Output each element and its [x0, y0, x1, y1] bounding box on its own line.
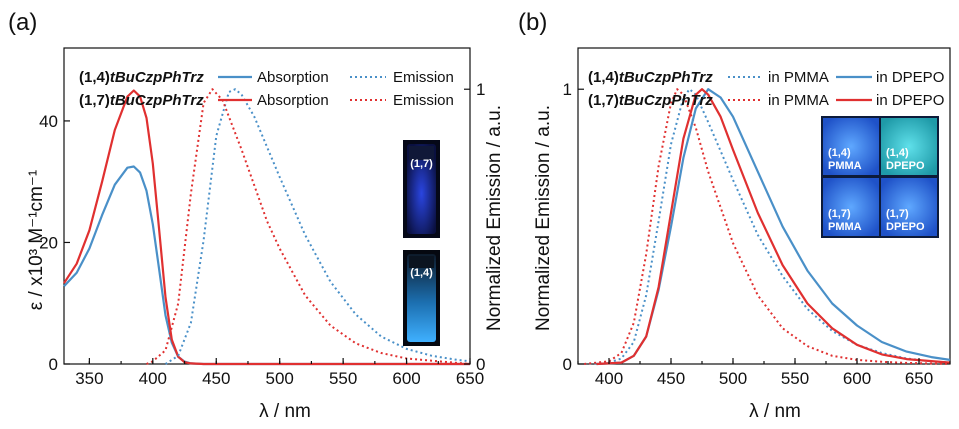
svg-text:(1,4)tBuCzpPhTrz: (1,4)tBuCzpPhTrz [588, 69, 713, 86]
film-label-14-pmma-host: PMMA [828, 160, 862, 172]
panel-b-x-tick-label: 500 [719, 369, 747, 388]
panel-a-y-tick-label-left: 40 [39, 112, 58, 131]
panel-a-x-tick-label: 350 [75, 369, 103, 388]
film-photo-17-pmma: (1,7) PMMA [823, 178, 879, 236]
legend-entry-a-17: (1,7)tBuCzpPhTrz Absorption Emission [79, 92, 454, 109]
legend-label-a-17-emission: Emission [393, 92, 454, 109]
panel-a-y-tick-label-right: 1 [476, 80, 485, 99]
legend-label-a-17-absorption: Absorption [257, 92, 329, 109]
film-label-17-dpepo-host: DPEPO [886, 221, 925, 233]
film-label-17-dpepo: (1,7) [886, 208, 909, 220]
legend-compound-prefix: (1,7) [79, 92, 110, 109]
panel-b-series-3-line [596, 88, 951, 366]
panel-a-x-tick-label: 400 [139, 369, 167, 388]
legend-label-a-14-absorption: Absorption [257, 69, 329, 86]
vial-photo-17: (1,7) [403, 140, 440, 238]
panel-a-y-tick-label-right: 0 [476, 355, 485, 374]
panel-a-x-tick-label: 650 [456, 369, 484, 388]
panel-b-x-tick-label: 650 [905, 369, 933, 388]
panel-b-ticks: 400 450 500 550 600 650 0 1 [563, 80, 951, 388]
legend-compound-prefix: (1,7) [588, 92, 619, 109]
panel-b-series [584, 88, 951, 366]
film-photo-grid: (1,4) PMMA (1,4) DPEPO (1,7) PMMA (1,7) … [821, 116, 939, 238]
film-photo-14-pmma: (1,4) PMMA [823, 118, 879, 175]
svg-text:(1,7)tBuCzpPhTrz: (1,7)tBuCzpPhTrz [79, 92, 204, 109]
panel-a-y-axis-title-right: Normalized Emission / a.u. [484, 105, 505, 331]
vial-photo-14: (1,4) [403, 250, 440, 346]
panel-a-x-tick-label: 450 [202, 369, 230, 388]
film-label-14-dpepo-host: DPEPO [886, 160, 925, 172]
panel-b-y-tick-label: 1 [563, 80, 572, 99]
film-label-17-pmma: (1,7) [828, 208, 851, 220]
vial-label-17: (1,7) [410, 158, 433, 170]
film-photo-17-dpepo: (1,7) DPEPO [881, 178, 937, 236]
legend-label-b-14-pmma: in PMMA [768, 69, 829, 86]
legend-label-a-14-emission: Emission [393, 69, 454, 86]
panel-a-y-axis-title-left: ε / x10³ M⁻¹cm⁻¹ [26, 170, 47, 310]
panel-b-y-tick-label: 0 [563, 355, 572, 374]
svg-text:(1,7)tBuCzpPhTrz: (1,7)tBuCzpPhTrz [588, 92, 713, 109]
film-label-14-dpepo: (1,4) [886, 147, 909, 159]
panel-a-legend: (1,4)tBuCzpPhTrz Absorption Emission (1,… [79, 69, 454, 109]
legend-label-b-17-pmma: in PMMA [768, 92, 829, 109]
panel-a-y-tick-label-left: 20 [39, 233, 58, 252]
legend-entry-b-14: (1,4)tBuCzpPhTrz in PMMA in DPEPO [588, 69, 944, 86]
svg-text:(1,4)tBuCzpPhTrz: (1,4)tBuCzpPhTrz [79, 69, 204, 86]
legend-compound-name: tBuCzpPhTrz [110, 69, 204, 86]
panel-a-series-1-line [63, 89, 470, 366]
panel-b-y-axis-title: Normalized Emission / a.u. [533, 105, 554, 331]
legend-label-b-17-dpepo: in DPEPO [876, 92, 944, 109]
legend-entry-b-17: (1,7)tBuCzpPhTrz in PMMA in DPEPO [588, 92, 944, 109]
panel-b: (b) 400 450 500 550 600 650 0 1 λ / nm Normaliz… [518, 9, 951, 422]
legend-compound-prefix: (1,4) [588, 69, 619, 86]
panel-b-legend: (1,4)tBuCzpPhTrz in PMMA in DPEPO (1,7)t… [588, 69, 944, 109]
legend-compound-name: tBuCzpPhTrz [110, 92, 204, 109]
legend-label-b-14-dpepo: in DPEPO [876, 69, 944, 86]
panel-a-x-tick-label: 600 [392, 369, 420, 388]
panel-a-x-axis-title: λ / nm [259, 401, 311, 422]
panel-b-x-tick-label: 400 [595, 369, 623, 388]
vial-label-14: (1,4) [410, 267, 433, 279]
panel-b-x-tick-label: 600 [843, 369, 871, 388]
legend-compound-name: tBuCzpPhTrz [619, 92, 713, 109]
panel-b-label: (b) [518, 9, 547, 36]
panel-b-x-tick-label: 550 [781, 369, 809, 388]
legend-entry-a-14: (1,4)tBuCzpPhTrz Absorption Emission [79, 69, 454, 86]
panel-b-x-axis-title: λ / nm [749, 401, 801, 422]
film-photo-14-dpepo: (1,4) DPEPO [881, 118, 937, 175]
panel-a-y-tick-label-left: 0 [49, 355, 58, 374]
legend-compound-name: tBuCzpPhTrz [619, 69, 713, 86]
panel-a-x-tick-label: 500 [266, 369, 294, 388]
legend-compound-prefix: (1,4) [79, 69, 110, 86]
panel-a-label: (a) [8, 9, 37, 36]
film-label-17-pmma-host: PMMA [828, 221, 862, 233]
panel-a-series-2-line [164, 88, 471, 365]
panel-a-x-tick-label: 550 [329, 369, 357, 388]
panel-a-series [63, 88, 471, 366]
film-label-14-pmma: (1,4) [828, 147, 851, 159]
panel-b-x-tick-label: 450 [657, 369, 685, 388]
